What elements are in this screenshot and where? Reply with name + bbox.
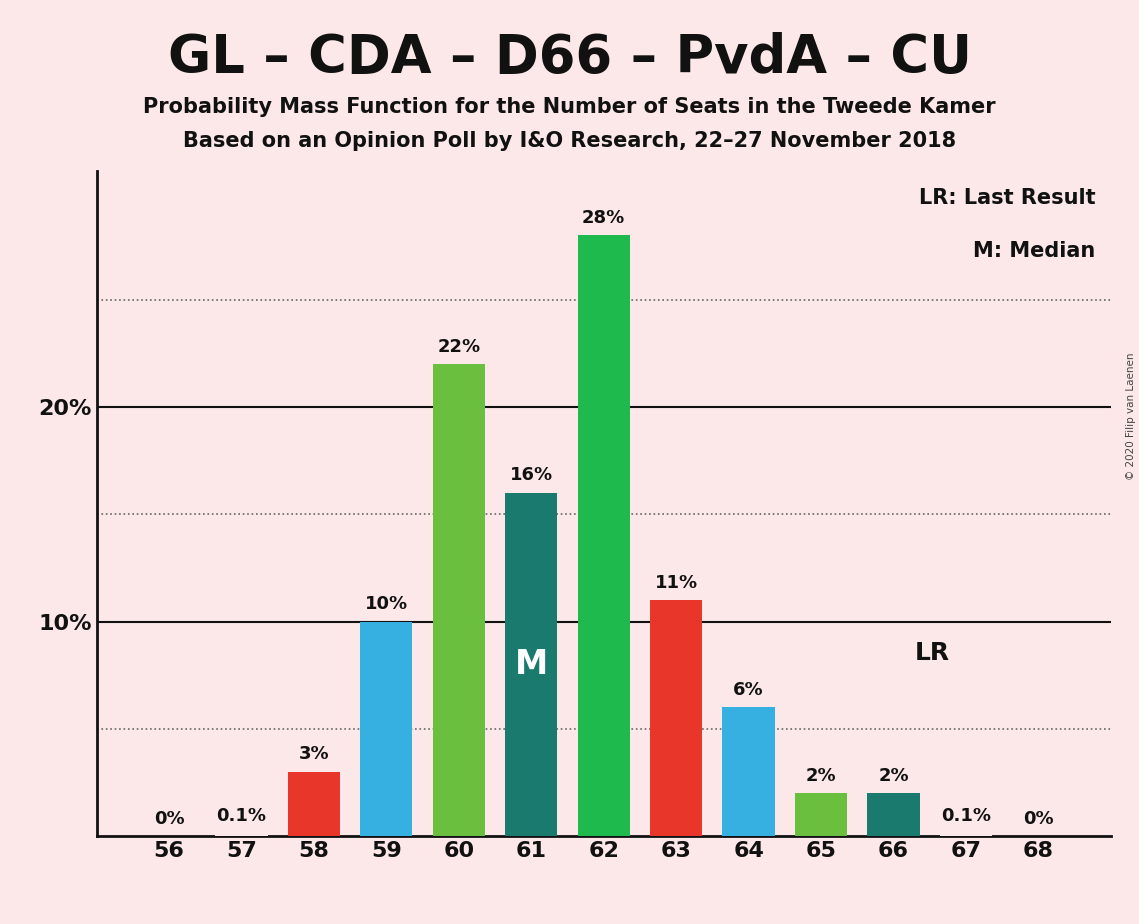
- Bar: [215, 834, 268, 836]
- Text: Based on an Opinion Poll by I&O Research, 22–27 November 2018: Based on an Opinion Poll by I&O Research…: [183, 131, 956, 152]
- Text: 0%: 0%: [1023, 809, 1054, 828]
- Bar: [722, 708, 775, 836]
- Text: 2%: 2%: [878, 767, 909, 784]
- Text: © 2020 Filip van Laenen: © 2020 Filip van Laenen: [1126, 352, 1136, 480]
- Text: 10%: 10%: [364, 595, 408, 613]
- Text: 16%: 16%: [509, 467, 552, 484]
- Text: 2%: 2%: [805, 767, 836, 784]
- Text: 6%: 6%: [734, 681, 764, 699]
- Bar: [868, 794, 919, 836]
- Text: M: Median: M: Median: [973, 241, 1096, 261]
- Text: Probability Mass Function for the Number of Seats in the Tweede Kamer: Probability Mass Function for the Number…: [144, 97, 995, 117]
- Text: 0%: 0%: [154, 809, 185, 828]
- Text: 11%: 11%: [655, 574, 698, 591]
- Text: 3%: 3%: [298, 746, 329, 763]
- Bar: [288, 772, 339, 836]
- Bar: [650, 601, 703, 836]
- Text: LR: LR: [916, 640, 950, 664]
- Text: 0.1%: 0.1%: [941, 808, 991, 825]
- Bar: [433, 364, 485, 836]
- Bar: [360, 622, 412, 836]
- Text: 0.1%: 0.1%: [216, 808, 267, 825]
- Bar: [577, 236, 630, 836]
- Text: LR: Last Result: LR: Last Result: [919, 188, 1096, 208]
- Text: 28%: 28%: [582, 209, 625, 226]
- Text: M: M: [515, 648, 548, 681]
- Bar: [940, 834, 992, 836]
- Bar: [795, 794, 847, 836]
- Text: GL – CDA – D66 – PvdA – CU: GL – CDA – D66 – PvdA – CU: [167, 32, 972, 84]
- Text: 22%: 22%: [437, 337, 481, 356]
- Bar: [505, 492, 557, 836]
